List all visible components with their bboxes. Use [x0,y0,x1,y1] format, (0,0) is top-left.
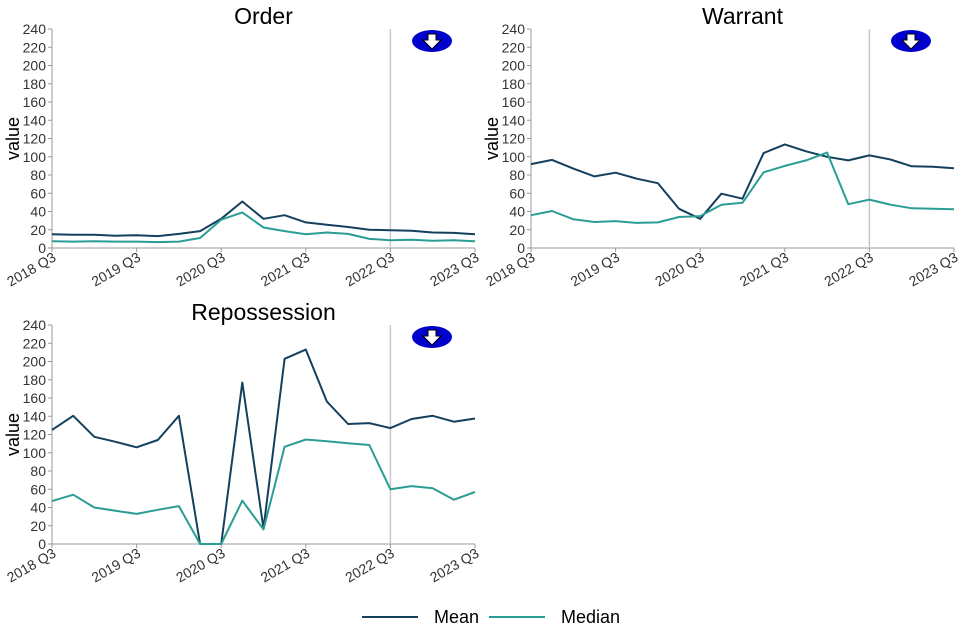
y-tick-label: 140 [23,408,47,424]
panel-title-repossession: Repossession [191,299,335,325]
series-line-median [51,211,476,244]
x-tick-label: 2023 Q3 [906,249,960,290]
y-tick-label: 60 [30,481,46,497]
x-tick-label: 2020 Q3 [173,545,228,586]
y-tick-label: 220 [23,335,47,351]
y-tick-label: 100 [23,445,47,461]
series-line-mean [530,143,955,220]
y-tick-label: 220 [502,39,526,55]
x-tick-label: 2018 Q3 [483,249,538,290]
x-tick-label: 2022 Q3 [821,249,876,290]
y-tick-label: 200 [502,58,526,74]
y-tick-label: 160 [23,390,47,406]
y-tick-label: 200 [23,354,47,370]
y-axis-label: value [3,117,23,160]
y-tick-label: 20 [30,222,46,238]
down-arrow-icon [412,326,452,348]
x-tick-label: 2021 Q3 [737,249,792,290]
legend: Mean Median [362,607,620,627]
y-tick-label: 60 [30,185,46,201]
y-tick-label: 40 [30,500,46,516]
down-arrow-icon [891,30,931,52]
y-tick-label: 120 [23,427,47,443]
x-tick-label: 2018 Q3 [4,249,59,290]
y-tick-label: 240 [23,21,47,37]
y-tick-label: 240 [23,317,47,333]
y-tick-label: 20 [509,222,525,238]
x-tick-label: 2019 Q3 [89,249,144,290]
x-tick-label: 2020 Q3 [652,249,707,290]
x-tick-label: 2021 Q3 [258,545,313,586]
y-tick-label: 80 [30,167,46,183]
y-axis-label: value [482,117,502,160]
y-tick-label: 140 [502,112,526,128]
series-line-median [530,151,955,224]
x-tick-label: 2023 Q3 [427,249,482,290]
y-tick-label: 60 [509,185,525,201]
legend-label-median: Median [561,607,620,627]
x-tick-label: 2019 Q3 [568,249,623,290]
y-tick-label: 200 [23,58,47,74]
panel-title-order: Order [234,3,293,29]
y-tick-label: 80 [30,463,46,479]
panel-warrant: Warrant 0 20 40 60 80 100 120 140 160 180 200 220 240… [482,3,960,289]
y-tick-label: 180 [23,372,47,388]
y-tick-label: 120 [23,131,47,147]
y-tick-label: 220 [23,39,47,55]
y-tick-label: 40 [30,204,46,220]
y-tick-label: 0 [38,240,46,256]
y-tick-label: 120 [502,131,526,147]
y-tick-label: 240 [502,21,526,37]
panel-order: Order 0 20 40 60 80 100 120 140 160 180 200 220 240 va… [3,3,482,289]
y-tick-label: 100 [23,149,47,165]
y-tick-label: 0 [517,240,525,256]
x-tick-label: 2019 Q3 [89,545,144,586]
x-tick-label: 2022 Q3 [342,249,397,290]
x-tick-label: 2018 Q3 [4,545,59,586]
y-tick-label: 140 [23,112,47,128]
x-tick-label: 2022 Q3 [342,545,397,586]
y-tick-label: 40 [509,204,525,220]
y-axis-label: value [3,413,23,456]
series-line-mean [51,200,476,238]
series-line-median [51,438,476,545]
x-tick-label: 2021 Q3 [258,249,313,290]
legend-label-mean: Mean [434,607,479,627]
y-tick-label: 180 [502,76,526,92]
panel-repossession: Repossession 0 20 40 60 80 100 120 140 160 180 200 2… [3,299,482,585]
y-tick-label: 160 [23,94,47,110]
y-tick-label: 20 [30,518,46,534]
y-tick-label: 180 [23,76,47,92]
y-tick-label: 100 [502,149,526,165]
down-arrow-icon [412,30,452,52]
y-tick-label: 80 [509,167,525,183]
panel-title-warrant: Warrant [702,3,784,29]
x-tick-label: 2023 Q3 [427,545,482,586]
y-tick-label: 160 [502,94,526,110]
x-tick-label: 2020 Q3 [173,249,228,290]
series-line-mean [51,348,476,545]
y-tick-label: 0 [38,536,46,552]
